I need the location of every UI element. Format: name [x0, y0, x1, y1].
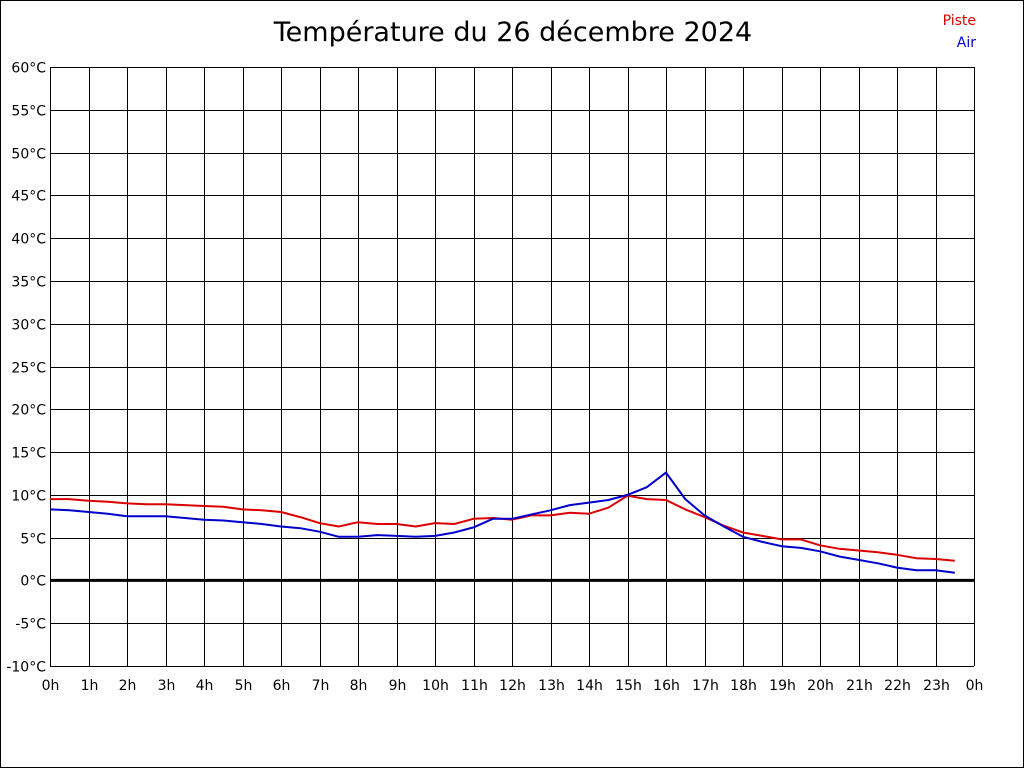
x-tick-label: 10h	[422, 678, 449, 694]
x-tick-label: 6h	[273, 678, 291, 694]
x-tick-label: 3h	[158, 678, 176, 694]
x-tick-label: 7h	[312, 678, 330, 694]
y-tick-label: -5°C	[15, 617, 46, 633]
x-tick-label: 2h	[119, 678, 137, 694]
y-tick-label: 5°C	[20, 532, 46, 548]
x-tick-label: 15h	[615, 678, 642, 694]
x-tick-label: 1h	[81, 678, 99, 694]
y-tick-label: 60°C	[11, 61, 46, 77]
chart-title: Température du 26 décembre 2024	[273, 17, 753, 48]
x-tick-label: 19h	[769, 678, 796, 694]
legend-entry-piste: Piste	[942, 13, 976, 29]
y-tick-label: 40°C	[11, 232, 46, 248]
x-tick-label: 13h	[538, 678, 565, 694]
x-tick-label: 12h	[499, 678, 526, 694]
y-tick-label: 15°C	[11, 446, 46, 462]
x-tick-label: 23h	[923, 678, 950, 694]
x-tick-label: 21h	[846, 678, 873, 694]
y-tick-label: 25°C	[11, 361, 46, 377]
x-tick-label: 0h	[42, 678, 60, 694]
x-tick-label: 22h	[884, 678, 911, 694]
x-tick-label: 9h	[389, 678, 407, 694]
x-tick-label: 20h	[807, 678, 834, 694]
x-tick-label: 11h	[461, 678, 488, 694]
y-tick-label: -10°C	[6, 660, 46, 676]
x-tick-label: 18h	[730, 678, 757, 694]
x-tick-label: 0h	[966, 678, 984, 694]
y-tick-label: 50°C	[11, 147, 46, 163]
y-tick-label: 0°C	[20, 574, 46, 590]
x-tick-label: 16h	[653, 678, 680, 694]
y-tick-label: 10°C	[11, 489, 46, 505]
x-tick-label: 17h	[692, 678, 719, 694]
y-tick-label: 20°C	[11, 403, 46, 419]
x-tick-label: 5h	[235, 678, 253, 694]
x-tick-label: 8h	[350, 678, 368, 694]
y-tick-label: 30°C	[11, 318, 46, 334]
y-tick-label: 45°C	[11, 189, 46, 205]
x-tick-label: 14h	[576, 678, 603, 694]
legend-entry-air: Air	[956, 35, 976, 51]
x-tick-label: 4h	[196, 678, 214, 694]
y-tick-label: 55°C	[11, 104, 46, 120]
series-line-air	[49, 471, 955, 574]
y-tick-label: 35°C	[11, 275, 46, 291]
